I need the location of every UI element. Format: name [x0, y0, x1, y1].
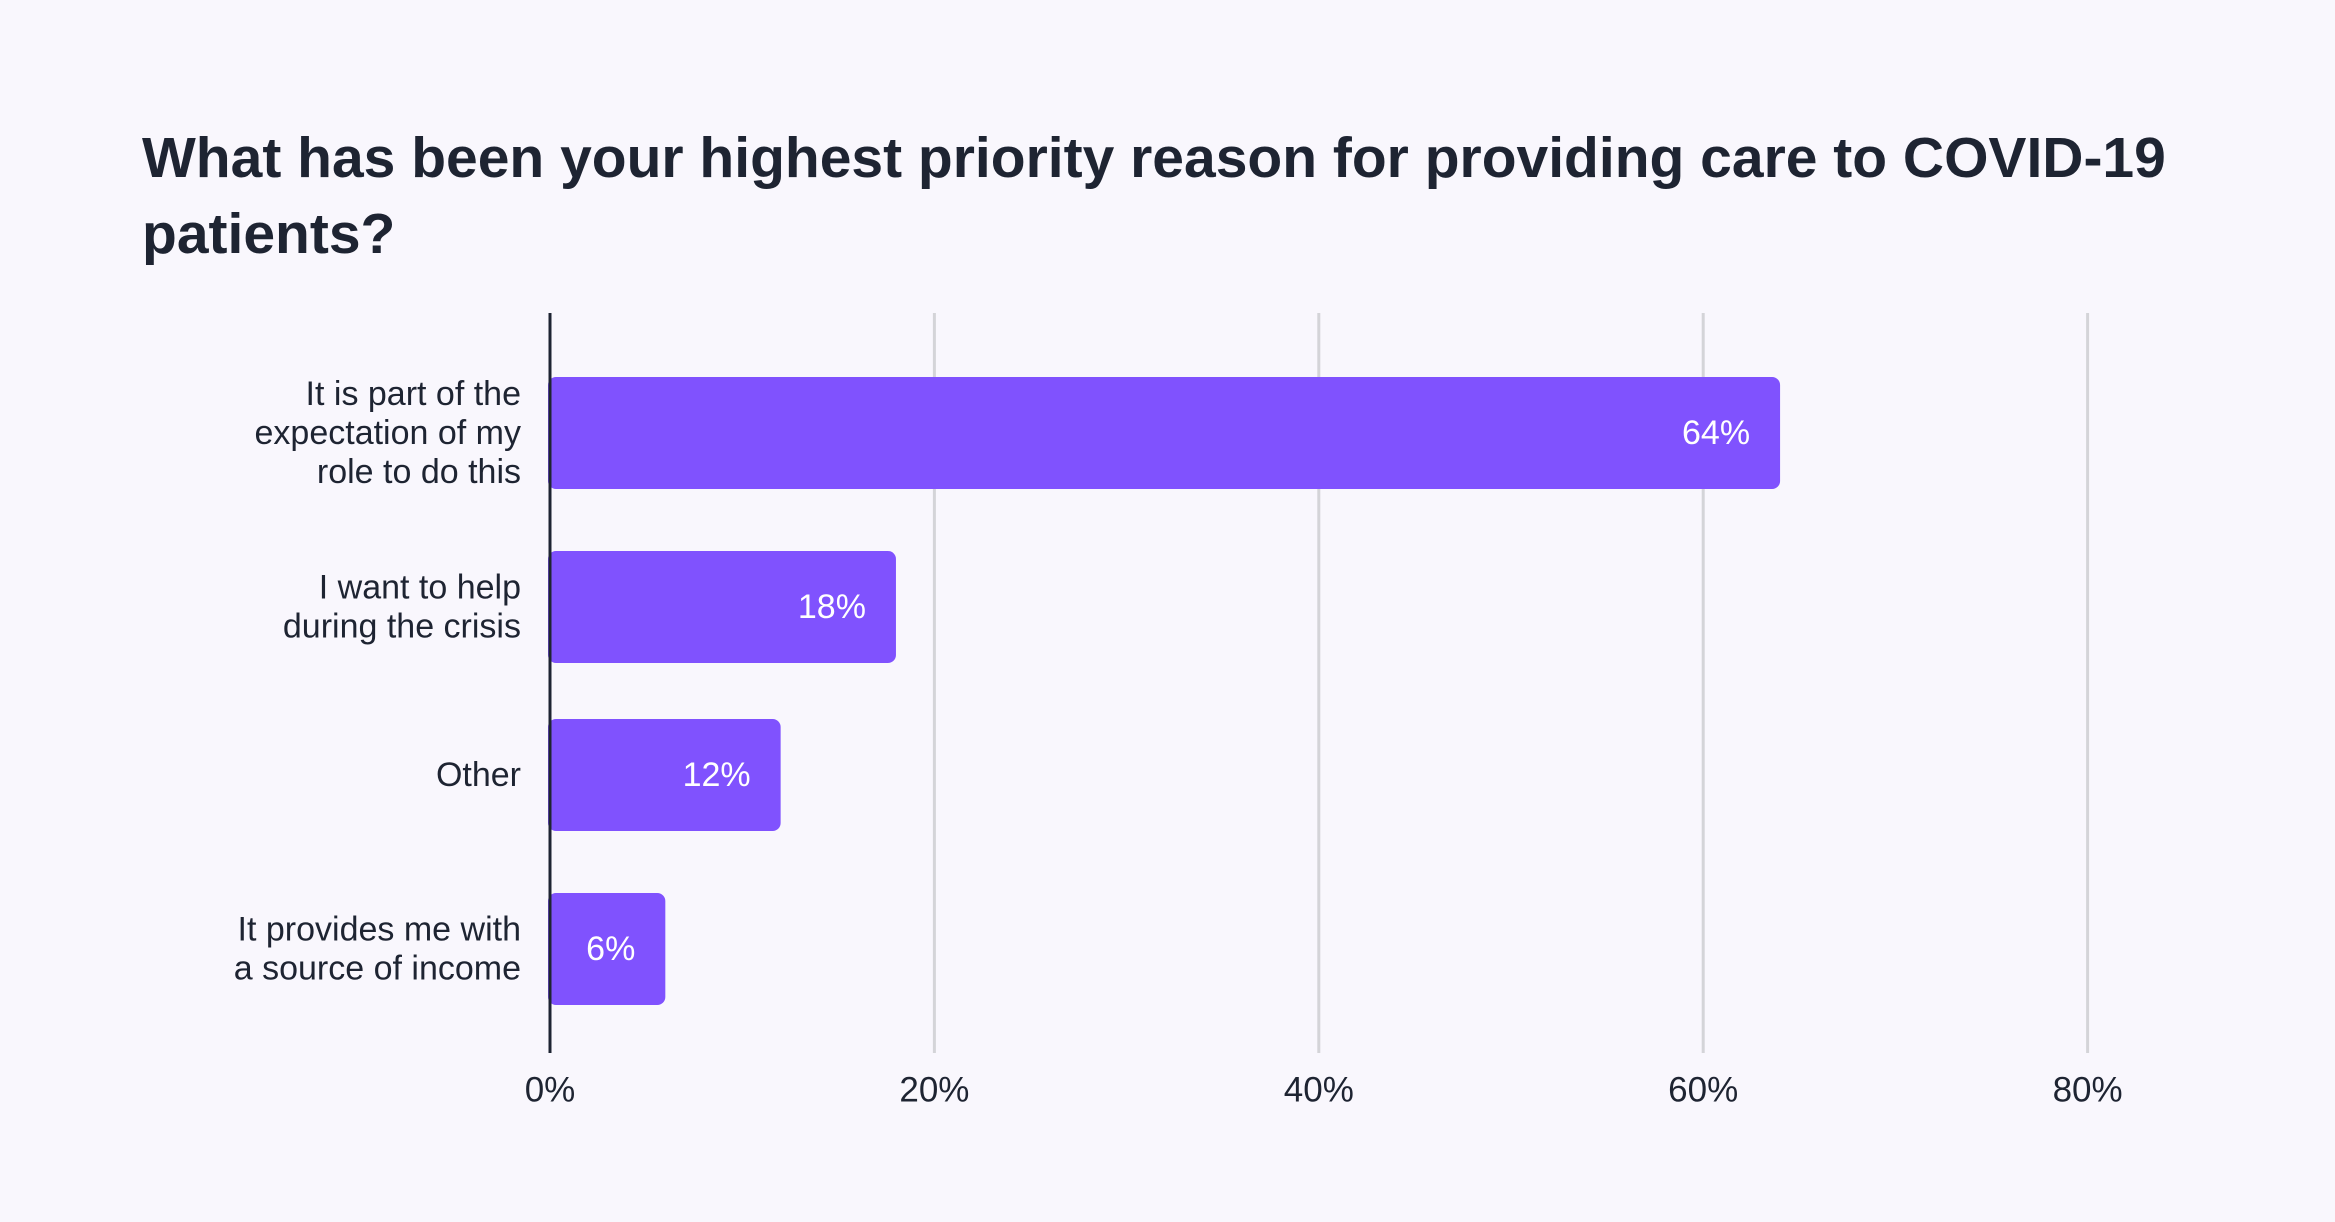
bar-value-label: 18% — [798, 588, 866, 626]
category-label: I want to help — [319, 569, 521, 607]
bar — [548, 377, 1781, 489]
bar — [548, 551, 896, 663]
bar — [548, 893, 666, 1005]
x-tick-label: 0% — [525, 1071, 576, 1110]
category-label: expectation of my — [255, 414, 521, 452]
category-label: Other — [436, 756, 521, 794]
category-label: It provides me with — [238, 911, 521, 949]
category-label: It is part of the — [306, 375, 521, 413]
bar-value-label: 12% — [683, 756, 751, 794]
bar-value-label: 6% — [586, 930, 635, 968]
chart-title: What has been your highest priority reas… — [142, 126, 2166, 266]
x-tick-label: 40% — [1284, 1071, 1354, 1110]
x-tick-label: 20% — [899, 1071, 969, 1110]
x-tick-label: 80% — [2053, 1071, 2123, 1110]
x-tick-label: 60% — [1668, 1071, 1738, 1110]
bar-value-label: 64% — [1682, 414, 1750, 452]
category-label: during the crisis — [283, 608, 521, 646]
category-label: a source of income — [234, 950, 521, 988]
bar — [548, 719, 781, 831]
category-label: role to do this — [317, 453, 521, 491]
